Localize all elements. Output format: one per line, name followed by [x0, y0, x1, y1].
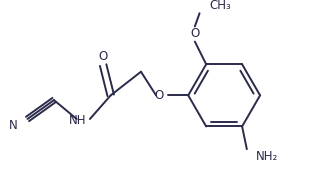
Text: CH₃: CH₃: [209, 0, 231, 12]
Text: NH₂: NH₂: [256, 150, 279, 163]
Text: O: O: [190, 27, 199, 40]
Text: NH: NH: [69, 114, 86, 127]
Text: N: N: [9, 119, 18, 132]
Text: O: O: [99, 50, 108, 63]
Text: O: O: [154, 89, 164, 102]
